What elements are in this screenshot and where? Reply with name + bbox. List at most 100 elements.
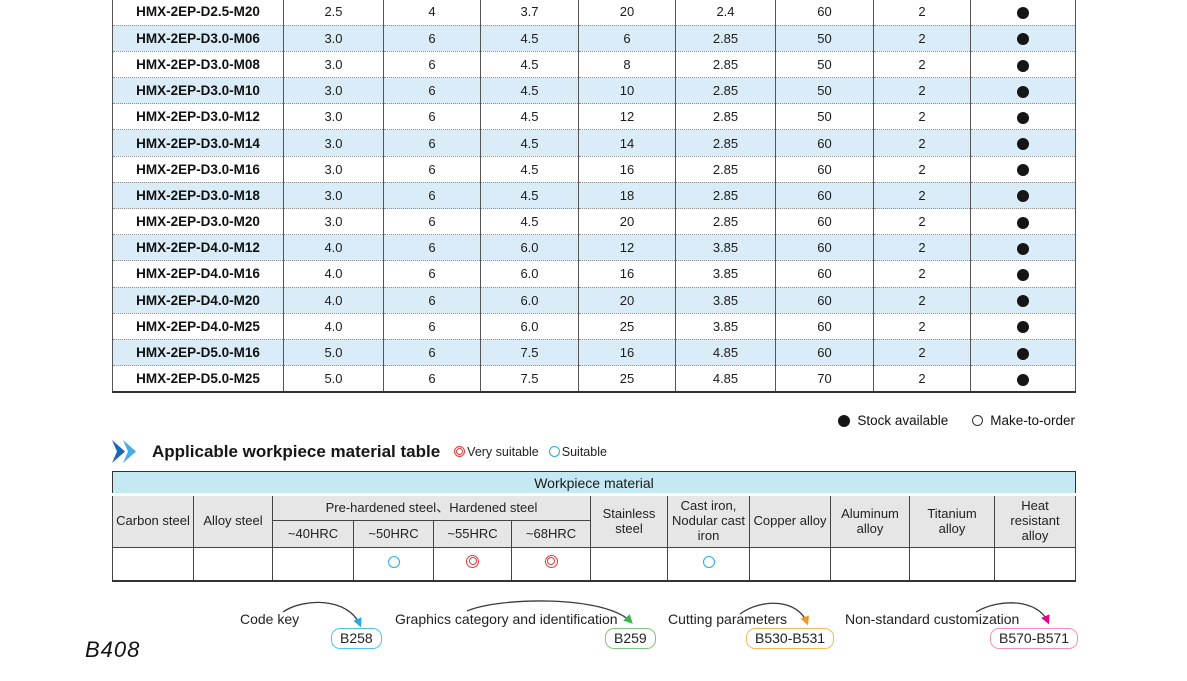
value-cell: 2 — [873, 156, 971, 183]
table-row: HMX-2EP-D3.0-M12 3.0 6 4.5 12 2.85 50 2 — [112, 103, 1076, 131]
value-cell: 4.0 — [283, 260, 384, 288]
suitable-icon — [548, 446, 560, 457]
value-cell: 2 — [873, 182, 971, 210]
stock-cell — [970, 182, 1076, 210]
value-cell: 2.85 — [675, 77, 776, 105]
model-cell: HMX-2EP-D3.0-M20 — [112, 208, 284, 236]
suitability-cell — [749, 547, 831, 581]
stock-cell — [970, 77, 1076, 105]
value-cell: 2.85 — [675, 25, 776, 52]
value-cell: 60 — [775, 260, 874, 288]
table-row: HMX-2EP-D3.0-M18 3.0 6 4.5 18 2.85 60 2 — [112, 182, 1076, 210]
value-cell: 4.5 — [480, 51, 579, 79]
value-cell: 3.0 — [283, 25, 384, 52]
value-cell: 6.0 — [480, 234, 579, 262]
col-header-50hrc: ~50HRC — [353, 520, 434, 548]
value-cell: 6 — [383, 182, 481, 210]
value-cell: 2.85 — [675, 208, 776, 236]
model-cell: HMX-2EP-D2.5-M20 — [112, 0, 284, 26]
table-row: HMX-2EP-D3.0-M10 3.0 6 4.5 10 2.85 50 2 — [112, 77, 1076, 105]
code-key-badge[interactable]: B258 — [331, 628, 382, 649]
model-cell: HMX-2EP-D3.0-M10 — [112, 77, 284, 105]
value-cell: 5.0 — [283, 339, 384, 367]
value-cell: 50 — [775, 77, 874, 105]
value-cell: 7.5 — [480, 339, 579, 367]
value-cell: 2.85 — [675, 103, 776, 131]
suitability-cell — [590, 547, 668, 581]
value-cell: 8 — [578, 51, 676, 79]
very-suitable-legend: Very suitable — [454, 445, 539, 459]
col-header-alloy-steel: Alloy steel — [193, 494, 273, 548]
model-cell: HMX-2EP-D3.0-M18 — [112, 182, 284, 210]
very-suitable-icon — [454, 446, 466, 457]
value-cell: 2.4 — [675, 0, 776, 26]
value-cell: 2.85 — [675, 156, 776, 183]
value-cell: 60 — [775, 313, 874, 340]
col-header-stainless-steel: Stainless steel — [590, 494, 668, 548]
value-cell: 70 — [775, 365, 874, 392]
value-cell: 4.5 — [480, 208, 579, 236]
non-standard-label: Non-standard customization — [845, 611, 1020, 627]
value-cell: 2 — [873, 365, 971, 392]
stock-available-icon — [1017, 216, 1029, 229]
stock-cell — [970, 103, 1076, 131]
table-row: HMX-2EP-D4.0-M20 4.0 6 6.0 20 3.85 60 2 — [112, 287, 1076, 314]
value-cell: 6 — [578, 25, 676, 52]
stock-cell — [970, 287, 1076, 314]
table-row: HMX-2EP-D5.0-M16 5.0 6 7.5 16 4.85 60 2 — [112, 339, 1076, 367]
spec-table: HMX-2EP-D2.5-M20 2.5 4 3.7 20 2.4 60 2 HMX-2EP-D… — [112, 0, 1076, 393]
value-cell: 6.0 — [480, 260, 579, 288]
value-cell: 60 — [775, 339, 874, 367]
stock-available-icon — [1017, 190, 1029, 203]
value-cell: 20 — [578, 287, 676, 314]
value-cell: 3.85 — [675, 313, 776, 340]
value-cell: 2 — [873, 287, 971, 314]
page-number: B408 — [85, 637, 141, 662]
value-cell: 50 — [775, 51, 874, 79]
section-header: Applicable workpiece material table Very… — [112, 440, 607, 463]
stock-available-legend: Stock available — [838, 413, 948, 428]
value-cell: 4.5 — [480, 182, 579, 210]
value-cell: 4.0 — [283, 313, 384, 340]
suitability-cell — [909, 547, 995, 581]
value-cell: 6.0 — [480, 313, 579, 340]
table-row: HMX-2EP-D3.0-M14 3.0 6 4.5 14 2.85 60 2 — [112, 129, 1076, 157]
stock-available-icon — [838, 414, 851, 427]
suitability-cell — [830, 547, 910, 581]
value-cell: 3.85 — [675, 260, 776, 288]
suitability-cell — [511, 547, 591, 581]
non-standard-badge[interactable]: B570-B571 — [990, 628, 1079, 649]
col-header-copper-alloy: Copper alloy — [749, 494, 831, 548]
col-header-55hrc: ~55HRC — [433, 520, 512, 548]
value-cell: 16 — [578, 339, 676, 367]
value-cell: 7.5 — [480, 365, 579, 392]
workpiece-material-table: Workpiece material Carbon steel Alloy st… — [112, 471, 1076, 582]
double-chevron-icon — [112, 440, 136, 463]
suitability-cell — [193, 547, 273, 581]
cutting-parameters-badge[interactable]: B530-B531 — [746, 628, 835, 649]
value-cell: 2 — [873, 234, 971, 262]
value-cell: 3.7 — [480, 0, 579, 26]
col-header-heat-resistant-alloy: Heat resistant alloy — [994, 494, 1076, 548]
value-cell: 2 — [873, 339, 971, 367]
value-cell: 2.5 — [283, 0, 384, 26]
value-cell: 6 — [383, 339, 481, 367]
model-cell: HMX-2EP-D4.0-M20 — [112, 287, 284, 314]
stock-available-icon — [1017, 321, 1029, 334]
value-cell: 50 — [775, 103, 874, 131]
section-title: Applicable workpiece material table — [152, 441, 441, 461]
graphics-badge[interactable]: B259 — [605, 628, 656, 649]
stock-cell — [970, 260, 1076, 288]
value-cell: 4.5 — [480, 129, 579, 157]
model-cell: HMX-2EP-D3.0-M14 — [112, 129, 284, 157]
stock-available-icon — [1017, 164, 1029, 177]
suitability-row — [112, 547, 1076, 581]
make-to-order-legend: Make-to-order — [972, 413, 1075, 428]
stock-cell — [970, 339, 1076, 367]
value-cell: 60 — [775, 156, 874, 183]
stock-available-icon — [1017, 111, 1029, 124]
value-cell: 2 — [873, 313, 971, 340]
value-cell: 2 — [873, 51, 971, 79]
model-cell: HMX-2EP-D5.0-M25 — [112, 365, 284, 392]
